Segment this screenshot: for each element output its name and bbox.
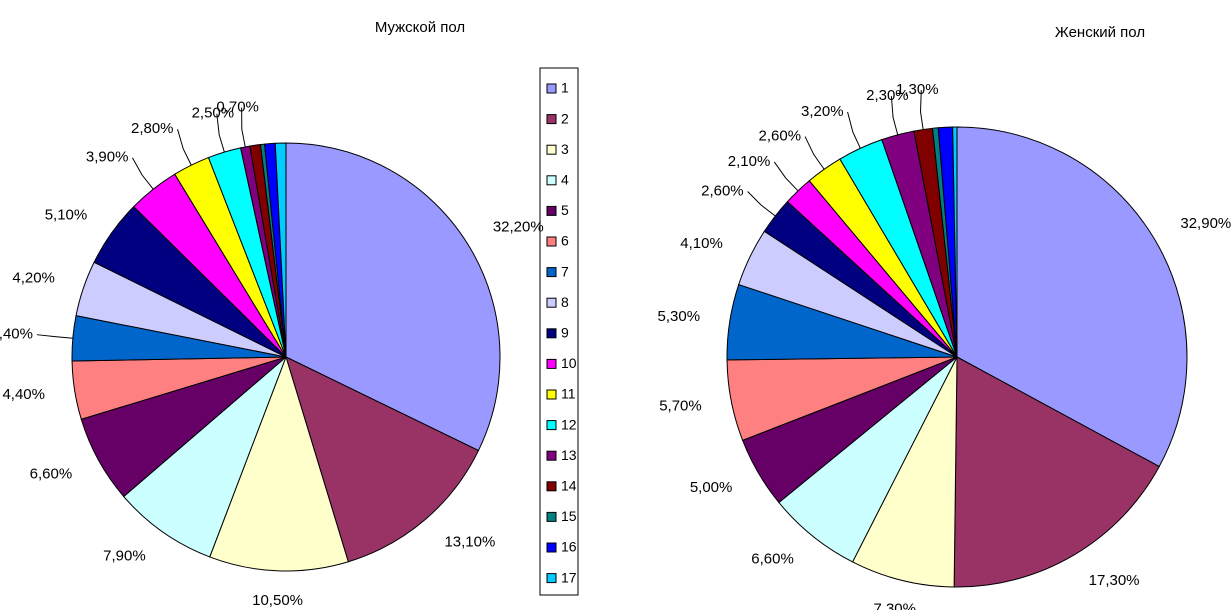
legend-label: 7: [561, 263, 569, 279]
data-label: 2,30%: [866, 87, 909, 104]
data-label: 5,30%: [658, 308, 701, 325]
data-label: 2,50%: [192, 105, 235, 122]
legend-swatch: [546, 389, 557, 400]
pie-slice: [851, 356, 958, 588]
leader-line: [132, 157, 154, 190]
data-label: 6,60%: [30, 466, 73, 483]
data-label: 32,90%: [1180, 215, 1231, 232]
pie-slice: [123, 356, 287, 558]
legend-label: 2: [561, 110, 569, 126]
legend-label: 8: [561, 294, 569, 310]
leader-line: [241, 107, 246, 148]
data-label: 7,90%: [103, 548, 146, 565]
legend-swatch: [546, 205, 557, 216]
data-label: 2,60%: [759, 128, 802, 145]
data-label: 5,00%: [690, 479, 733, 496]
legend-label: 1: [561, 80, 569, 96]
pie-slice: [285, 142, 501, 452]
data-label: 4,10%: [680, 235, 723, 252]
data-label: 3,40%: [0, 326, 33, 343]
legend-swatch: [546, 542, 557, 553]
data-label: 6,60%: [751, 550, 794, 567]
data-label: 3,20%: [801, 103, 844, 120]
legend-swatch: [546, 236, 557, 247]
leader-line: [177, 129, 192, 166]
legend-label: 16: [561, 539, 577, 555]
leader-line: [773, 161, 799, 192]
data-label: 2,80%: [131, 120, 174, 137]
legend-swatch: [546, 144, 557, 155]
data-label: 7,30%: [873, 600, 916, 610]
legend-swatch: [546, 267, 557, 278]
data-label: 13,10%: [444, 534, 495, 551]
data-label: 1,30%: [896, 81, 939, 98]
leader-line: [920, 89, 924, 130]
leader-line: [216, 113, 225, 153]
data-label: 0,70%: [216, 99, 259, 116]
legend-swatch: [546, 481, 557, 492]
data-label: 4,20%: [12, 270, 55, 287]
legend-label: 13: [561, 447, 577, 463]
legend-swatch: [546, 420, 557, 431]
legend-swatch: [546, 175, 557, 186]
legend-label: 14: [561, 478, 577, 494]
legend-label: 3: [561, 141, 569, 157]
leader-line: [747, 191, 776, 217]
legend-swatch: [546, 511, 557, 522]
legend-label: 4: [561, 172, 569, 188]
legend-label: 9: [561, 325, 569, 341]
legend-swatch: [546, 297, 557, 308]
chart-title: Мужской пол: [375, 19, 465, 36]
leader-line: [804, 136, 825, 170]
data-label: 32,20%: [493, 219, 544, 236]
pie-slice: [274, 142, 287, 358]
legend-label: 5: [561, 202, 569, 218]
pie-slice: [956, 126, 1188, 468]
legend-swatch: [546, 83, 557, 94]
leader-line: [890, 96, 899, 135]
legend-label: 10: [561, 355, 577, 371]
data-label: 3,90%: [86, 149, 129, 166]
legend-box: [539, 67, 579, 596]
chart-title: Женский пол: [1055, 24, 1145, 41]
legend-swatch: [546, 328, 557, 339]
data-label: 2,60%: [701, 182, 744, 199]
data-label: 5,70%: [659, 397, 702, 414]
legend-label: 11: [561, 386, 576, 402]
legend-swatch: [546, 358, 557, 369]
data-label: 5,10%: [45, 206, 88, 223]
pie-slice: [952, 126, 958, 358]
legend-swatch: [546, 450, 557, 461]
legend-swatch: [546, 114, 557, 125]
legend-label: 12: [561, 416, 577, 432]
data-label: 10,50%: [252, 592, 303, 609]
data-label: 2,10%: [728, 153, 771, 170]
data-label: 17,30%: [1089, 572, 1140, 589]
pie-slice: [285, 356, 480, 563]
pie-slice: [953, 356, 1160, 588]
legend-swatch: [546, 573, 557, 584]
legend-label: 6: [561, 233, 569, 249]
data-label: 4,40%: [2, 386, 45, 403]
legend-label: 17: [561, 569, 577, 585]
pie-slice: [209, 355, 349, 572]
leader-line: [847, 111, 861, 149]
leader-line: [36, 334, 73, 339]
legend-label: 15: [561, 508, 577, 524]
